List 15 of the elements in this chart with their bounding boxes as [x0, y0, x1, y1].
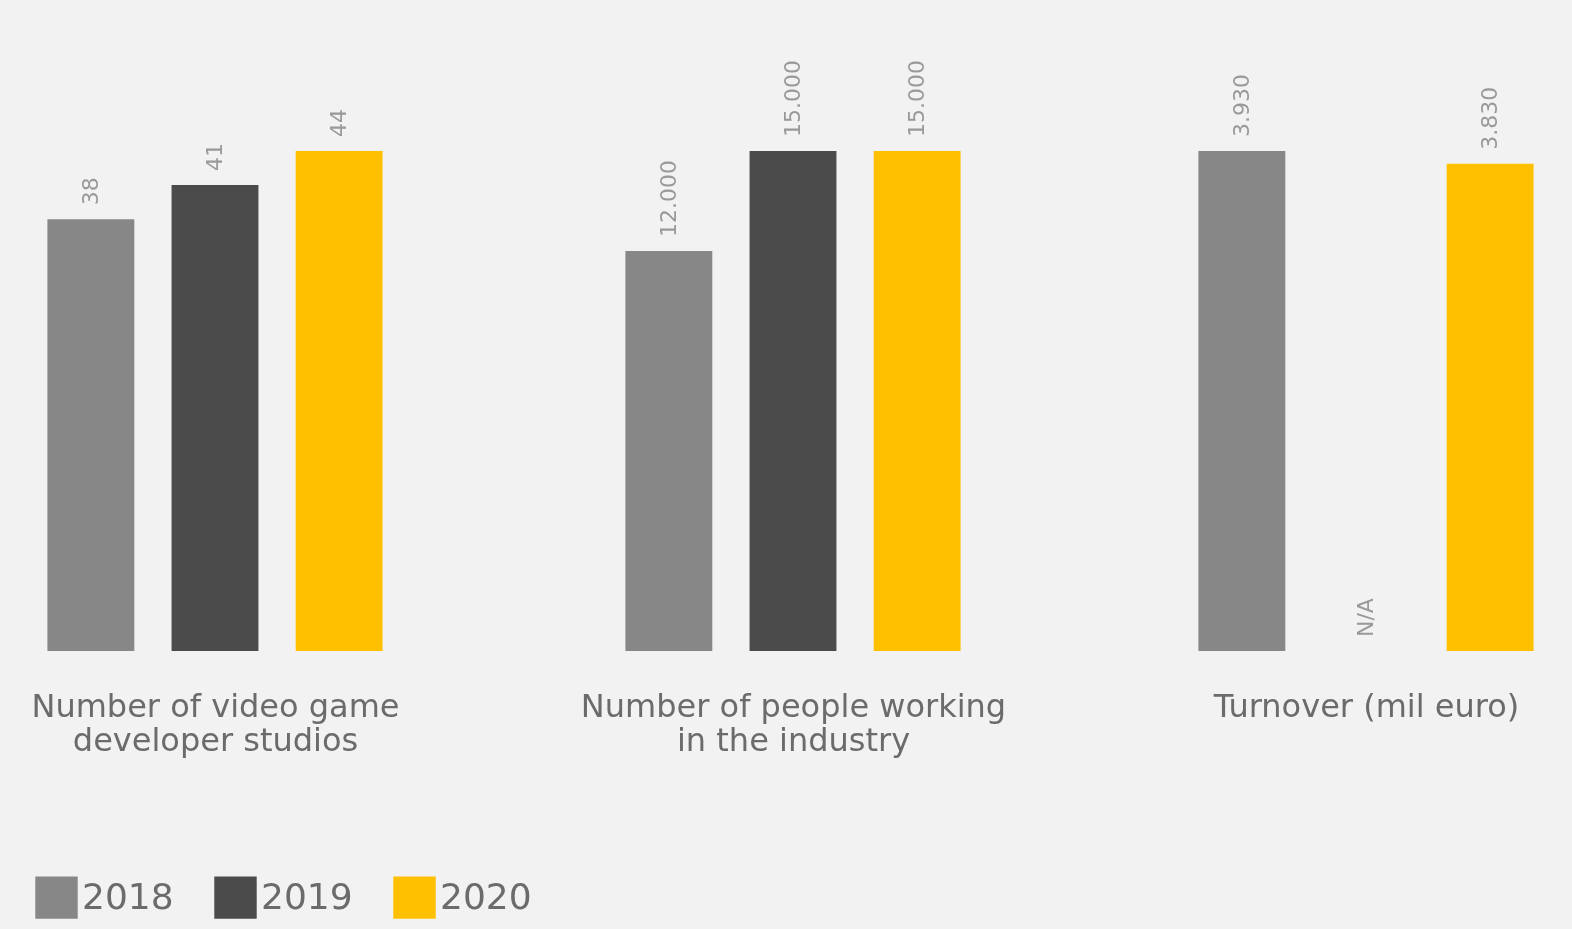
data-label: 3.830 — [1477, 86, 1503, 150]
x-axis-title: Number of video game developer studios — [31, 686, 400, 759]
data-label: 38 — [77, 177, 103, 206]
legend-label: 2018 — [82, 875, 174, 917]
legend-label: 2020 — [440, 875, 532, 917]
x-axis-title: Number of people working in the industry — [580, 686, 1007, 759]
data-label: 12.000 — [655, 160, 681, 237]
data-label: 3.930 — [1228, 74, 1254, 137]
x-axis-title: Turnover (mil euro) — [1212, 686, 1520, 725]
text: N/A — [1353, 598, 1378, 637]
data-label: 41 — [202, 143, 227, 172]
data-label: 15.000 — [904, 60, 930, 137]
data-label: 44 — [326, 109, 352, 137]
legend-label: 2019 — [261, 875, 353, 917]
data-label: 15.000 — [780, 60, 805, 137]
